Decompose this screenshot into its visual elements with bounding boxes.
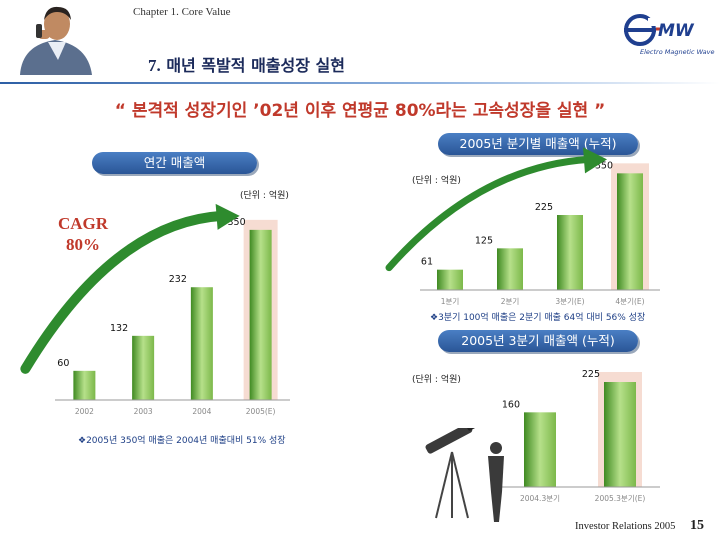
quarter-value-label: 125: [475, 235, 493, 246]
chapter-label: Chapter 1. Core Value: [133, 6, 231, 18]
quarterly-sales-pill: 2005년 분기별 매출액 (누적): [438, 133, 638, 155]
annual-category-label: 2004: [192, 407, 211, 416]
quarterly-note: ❖3분기 100억 매출은 2분기 매출 64억 대비 56% 성장: [430, 313, 646, 323]
quarter-category-label: 3분기(E): [555, 297, 584, 306]
annual-category-label: 2005(E): [246, 407, 276, 416]
headline-quote: “ 본격적 성장기인 ’02년 이후 연평균 80%라는 고속성장을 실현 ”: [114, 101, 606, 121]
cagr-label: CAGR: [58, 214, 109, 233]
quarter-value-label: 350: [595, 160, 613, 171]
annual-growth-arrow: [20, 210, 227, 374]
annual-bar: [249, 229, 272, 400]
q3-bar: [524, 412, 556, 487]
quarter-bar: [617, 173, 643, 290]
q3-value-label: 160: [502, 399, 520, 410]
q3-value-label: 225: [582, 369, 600, 380]
cagr-callout: CAGR 80%: [58, 213, 108, 255]
annual-bar: [132, 335, 155, 400]
q3-unit: (단위 : 억원): [412, 375, 461, 385]
quarter-category-label: 2분기: [501, 297, 520, 306]
annual-bar: [73, 370, 96, 400]
svg-text:MW: MW: [658, 21, 695, 41]
quarterly-unit: (단위 : 억원): [412, 176, 461, 186]
title-number: 7.: [148, 56, 161, 75]
annual-note: ❖2005년 350억 매출은 2004년 매출대비 51% 성장: [78, 436, 286, 446]
annual-value-label: 132: [110, 323, 128, 334]
annual-sales-pill: 연간 매출액: [92, 152, 257, 174]
header-divider: [0, 82, 720, 84]
annual-value-label: 60: [57, 358, 69, 369]
footer-text: Investor Relations 2005: [575, 521, 676, 532]
annual-growth-arrowhead: [215, 203, 240, 230]
page-title: 7. 매년 폭발적 매출성장 실현: [148, 52, 345, 76]
q3-category-label: 2004.3분기: [520, 494, 560, 503]
person-silhouette: [488, 442, 504, 522]
q3-sales-pill: 2005년 3분기 매출액 (누적): [438, 330, 638, 352]
quarter-bar: [497, 248, 523, 290]
emw-logo: MW Electro Magnetic Wave: [624, 14, 714, 56]
annual-category-label: 2003: [134, 407, 153, 416]
svg-text:Electro Magnetic Wave: Electro Magnetic Wave: [640, 48, 714, 56]
quarter-value-label: 61: [421, 257, 433, 268]
q3-category-label: 2005.3분기(E): [595, 494, 646, 503]
quarter-category-label: 4분기(E): [615, 297, 644, 306]
page-number: 15: [690, 518, 704, 533]
quarter-growth-arrow: [385, 155, 593, 272]
businessman-photo: [0, 0, 118, 75]
annual-unit: (단위 : 억원): [240, 191, 289, 201]
quarter-growth-arrowhead: [583, 147, 607, 174]
quarter-bar: [437, 269, 463, 290]
annual-bar: [190, 287, 213, 400]
telescope-illustration: [425, 428, 477, 519]
quarter-bar: [557, 215, 583, 290]
title-text: 매년 폭발적 매출성장 실현: [166, 56, 345, 75]
cagr-value: 80%: [66, 235, 101, 254]
quarter-category-label: 1분기: [441, 297, 460, 306]
annual-value-label: 232: [169, 274, 187, 285]
annual-value-label: 350: [227, 217, 245, 228]
q3-bar: [604, 382, 636, 487]
quarter-value-label: 225: [535, 202, 553, 213]
annual-category-label: 2002: [75, 407, 94, 416]
